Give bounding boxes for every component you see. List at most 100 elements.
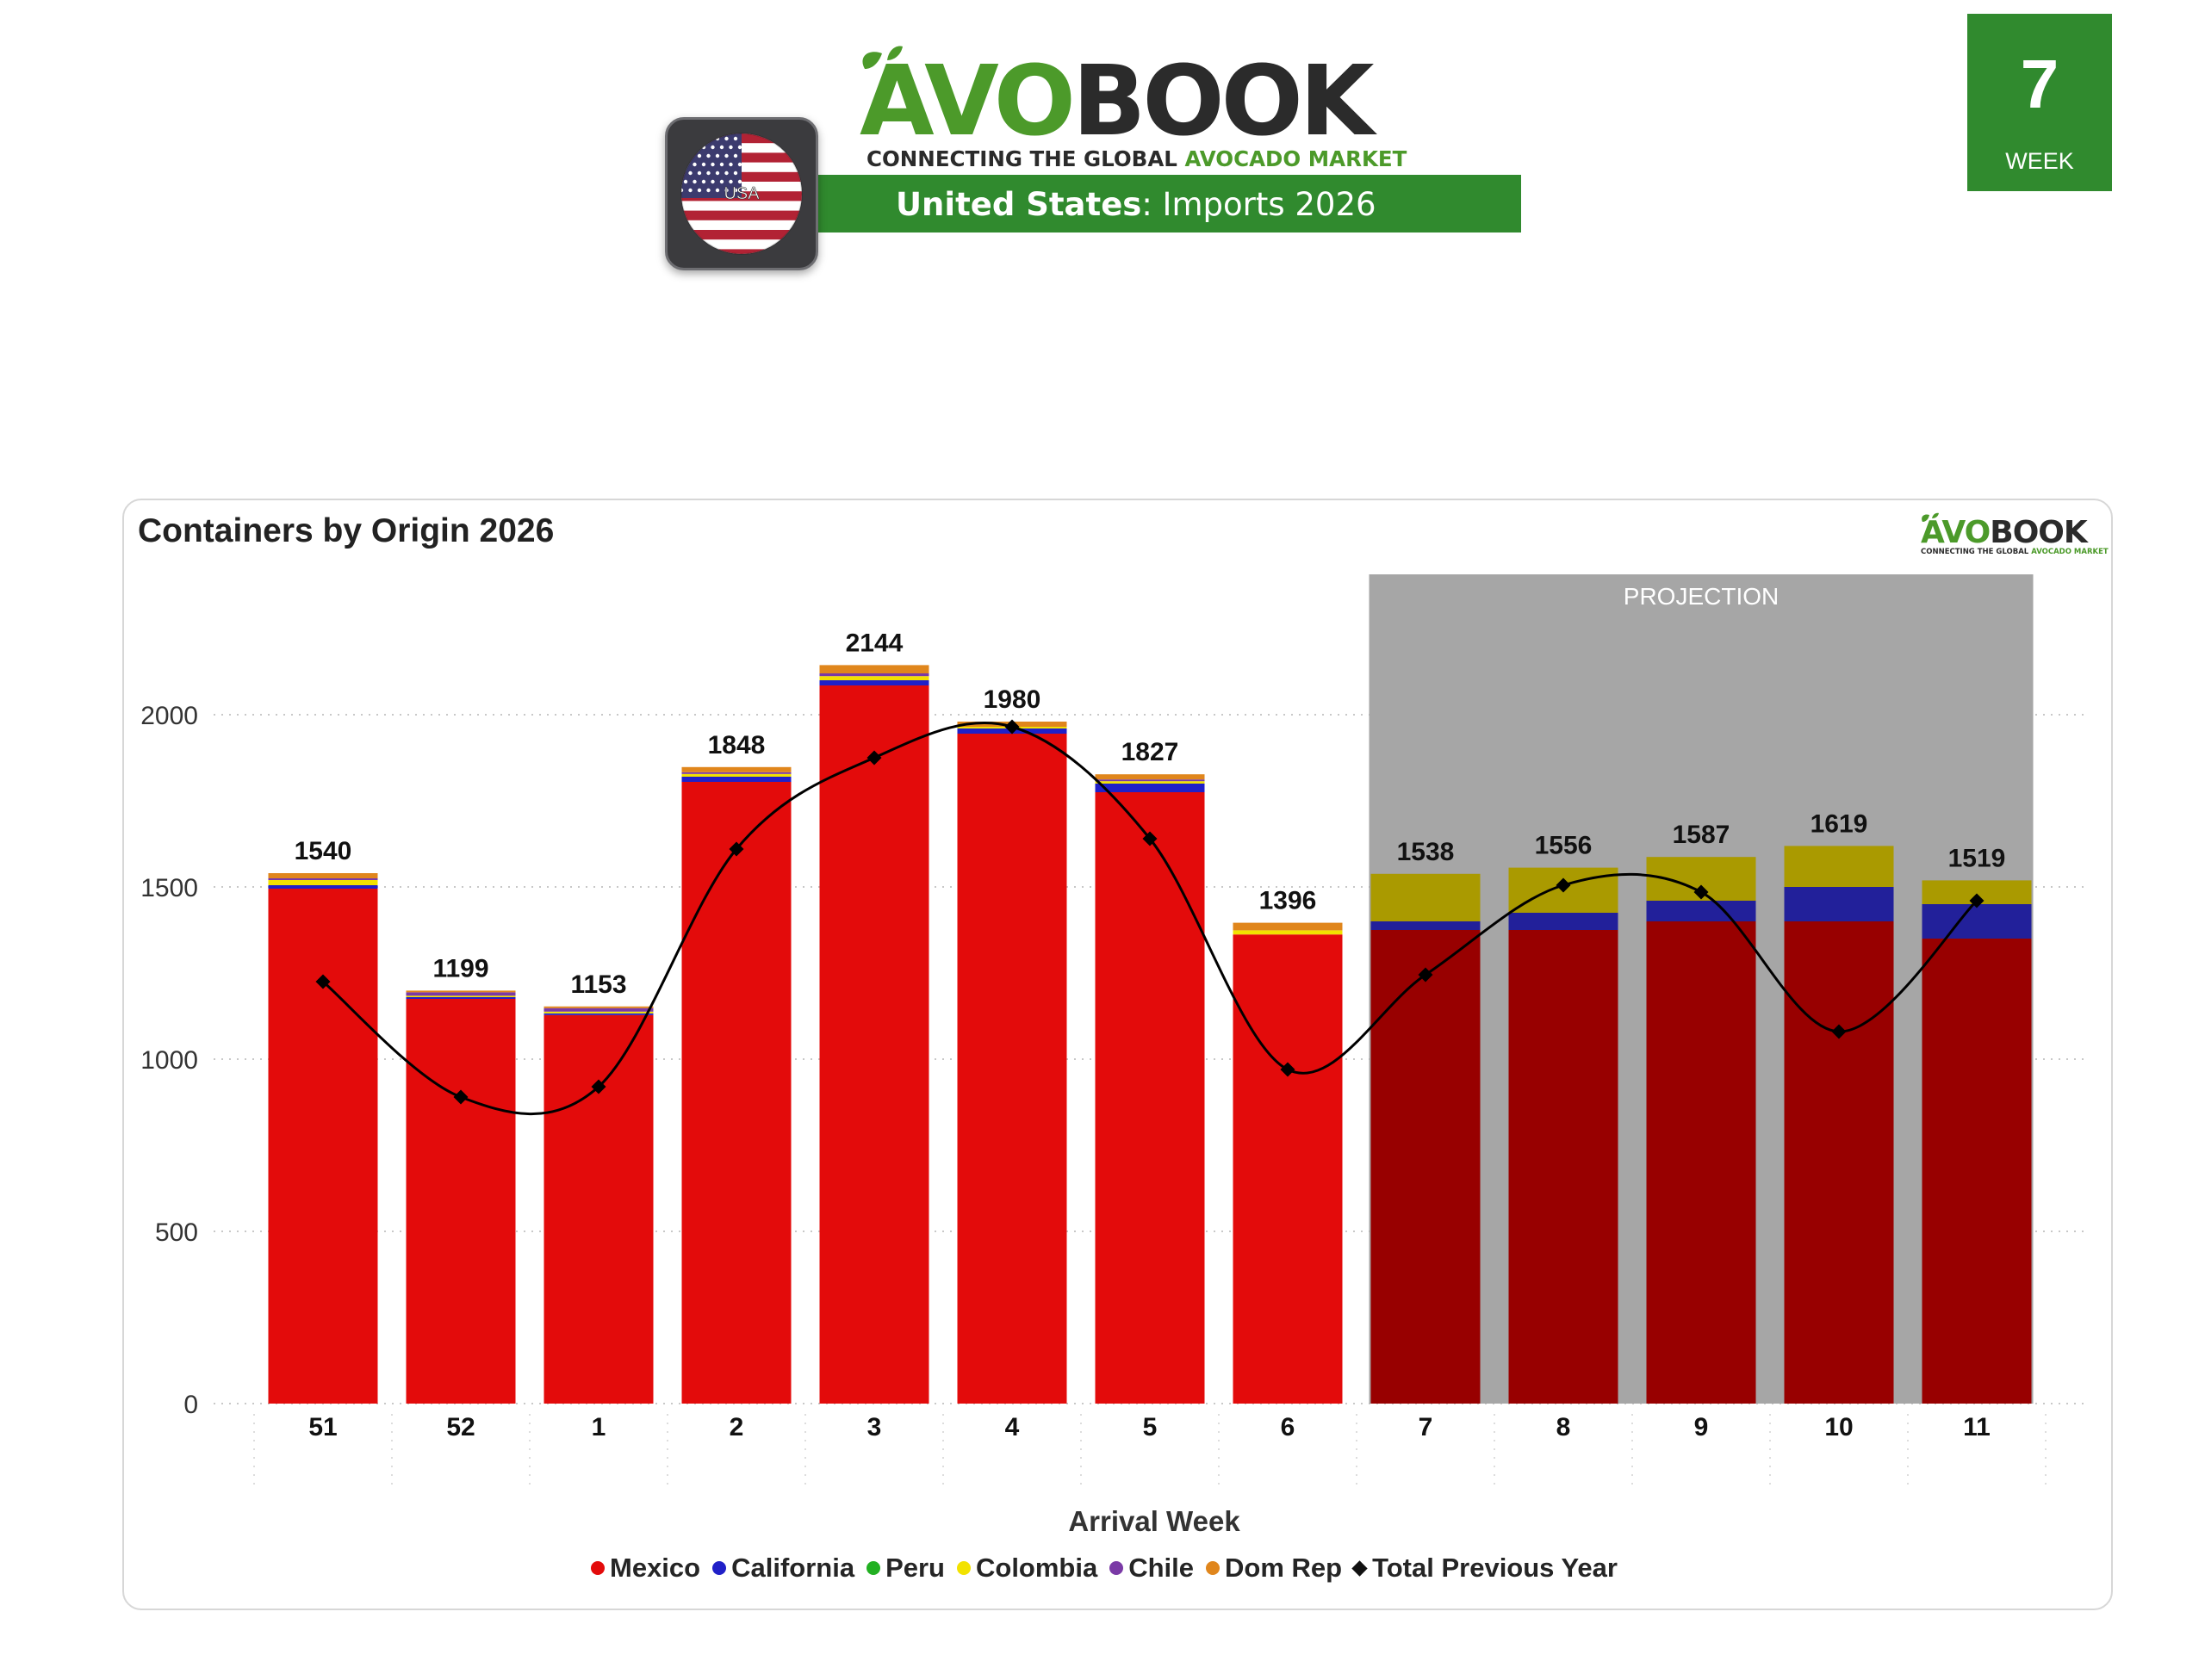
legend-label: Peru: [885, 1553, 945, 1583]
legend-item-chile[interactable]: Chile: [1109, 1553, 1194, 1584]
bar-segment-chile: [268, 878, 378, 880]
bar-segment-dom-rep: [406, 990, 516, 993]
avobook-logo: AVOBOOK CONNECTING THE GLOBAL AVOCADO MA…: [853, 41, 1407, 171]
flag-star: [737, 179, 742, 184]
previous-year-line: [315, 719, 1984, 1116]
bar-segment-california: [1784, 887, 1894, 921]
bar-segment-mexico: [543, 1014, 654, 1404]
x-tick-label: 1: [592, 1413, 606, 1441]
bar-segment-mexico: [268, 889, 378, 1404]
chart-avobook-logo: AVOBOOK CONNECTING THE GLOBAL AVOCADO MA…: [1916, 512, 2109, 556]
tagline-prefix: CONNECTING THE GLOBAL: [866, 146, 1185, 171]
title-rest: : Imports 2026: [1141, 186, 1376, 223]
previous-year-marker: [1280, 1062, 1295, 1077]
bar-segment-mexico: [1784, 921, 1894, 1404]
flag-star: [724, 170, 729, 176]
x-tick-label: 3: [867, 1413, 882, 1441]
legend-label: Colombia: [976, 1553, 1098, 1583]
bar-segment-chile: [406, 992, 516, 996]
flag-star: [693, 179, 697, 184]
mini-logo-wordmark: AVOBOOK: [1921, 515, 2088, 550]
mini-logo-tagline: CONNECTING THE GLOBAL AVOCADO MARKET: [1921, 548, 2109, 556]
flag-star: [688, 170, 693, 176]
legend-marker: [591, 1561, 605, 1575]
week-badge: 7 WEEK: [1967, 14, 2112, 191]
legend-marker: [1351, 1559, 1368, 1577]
mini-logo-book: BOOK: [1990, 515, 2088, 550]
flag-stripe: [681, 249, 802, 254]
x-tick-label: 7: [1419, 1413, 1433, 1441]
mini-leaf-icon: [1922, 512, 1939, 522]
bar-segment-dom-rep: [1233, 922, 1343, 931]
flag-star: [719, 145, 724, 150]
bar-segment-california: [819, 680, 929, 685]
bar-segment-california: [1370, 921, 1481, 930]
bar-segment-mexico: [1370, 930, 1481, 1404]
y-tick-label: 500: [155, 1218, 198, 1247]
legend-label: Dom Rep: [1225, 1553, 1343, 1583]
flag-star: [729, 179, 733, 184]
legend-item-colombia[interactable]: Colombia: [957, 1553, 1097, 1584]
legend-item-total-previous-year[interactable]: Total Previous Year: [1351, 1553, 1618, 1584]
bar-segment-dom-rep: [681, 766, 792, 772]
previous-year-marker: [591, 1079, 606, 1094]
legend-label: Total Previous Year: [1372, 1553, 1618, 1583]
bar-total-label: 1519: [1948, 844, 2006, 872]
bar-segment-mexico: [1233, 934, 1343, 1404]
x-tick-label: 2: [730, 1413, 744, 1441]
x-tick-label: 8: [1556, 1413, 1571, 1441]
y-tick-label: 1500: [140, 874, 198, 902]
bar-segment-dom-rep: [543, 1006, 654, 1008]
flag-star: [724, 153, 729, 158]
flag-star: [737, 162, 742, 167]
flag-star: [733, 188, 738, 193]
bar-segment-chile: [819, 673, 929, 677]
y-tick-label: 2000: [140, 702, 198, 730]
legend-marker: [1109, 1561, 1124, 1575]
y-tick-label: 0: [183, 1391, 198, 1419]
flag-star: [715, 153, 720, 158]
bar-segment-california: [543, 1013, 654, 1015]
previous-year-marker: [1693, 884, 1709, 900]
previous-year-curve: [322, 721, 1978, 1116]
bar-segment-mexico: [406, 999, 516, 1404]
bar-segment-california: [1508, 913, 1618, 930]
legend-item-dom-rep[interactable]: Dom Rep: [1206, 1553, 1342, 1584]
bar-segment-chile: [543, 1007, 654, 1012]
legend-item-peru[interactable]: Peru: [866, 1553, 945, 1584]
mini-tagline-highlight: AVOCADO MARKET: [2031, 548, 2109, 556]
legend-item-california[interactable]: California: [712, 1553, 854, 1584]
usa-flag-icon: USA: [680, 133, 803, 255]
bar-segment-mexico: [1508, 930, 1618, 1404]
title-bar: United States: Imports 2026: [801, 175, 1521, 232]
bar-segment-dom-rep: [268, 873, 378, 878]
flag-star: [701, 179, 706, 184]
bar-segment-mexico: [1095, 792, 1205, 1404]
flag-star: [715, 188, 720, 193]
flag-star: [715, 170, 720, 176]
bar-segment-california: [268, 885, 378, 889]
x-tick-label: 6: [1281, 1413, 1295, 1441]
logo-tagline: CONNECTING THE GLOBAL AVOCADO MARKET: [866, 146, 1407, 171]
bar-segment-dom-rep: [1095, 774, 1205, 780]
previous-year-marker: [866, 750, 882, 766]
bar-total-label: 1199: [432, 954, 488, 983]
flag-star: [701, 162, 706, 167]
bar-total-label: 1980: [984, 685, 1041, 714]
projection-label: PROJECTION: [1624, 583, 1779, 610]
legend-marker: [957, 1561, 971, 1575]
flag-stripe: [681, 230, 802, 240]
logo-avo: AVO: [860, 46, 1076, 158]
flag-label: USA: [724, 184, 760, 203]
x-tick-label: 9: [1694, 1413, 1709, 1441]
data-labels: 1540 1199 1153 1848 2144 1980 1827 1396 1538 1556…: [295, 629, 2006, 998]
flag-star: [711, 162, 715, 167]
bar-segment-colombia: [819, 676, 929, 680]
tagline-highlight: AVOCADO MARKET: [1184, 146, 1407, 171]
flag-star: [724, 188, 729, 193]
logo-wordmark: AVOBOOK: [860, 53, 1375, 150]
legend-item-mexico[interactable]: Mexico: [591, 1553, 700, 1584]
flag-star: [706, 153, 711, 158]
flag-star: [729, 162, 733, 167]
bar-segment-california: [1922, 904, 2032, 939]
